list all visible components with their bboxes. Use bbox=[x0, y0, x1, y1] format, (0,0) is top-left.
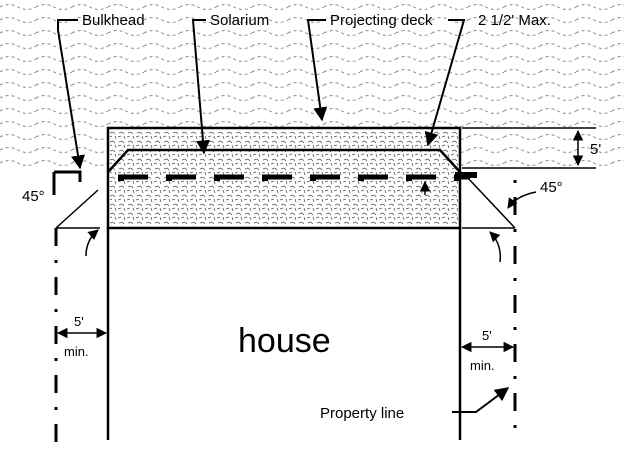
bulkhead-end-right bbox=[455, 172, 477, 178]
label-house: house bbox=[238, 322, 331, 360]
label-solarium: Solarium bbox=[210, 12, 269, 29]
bulkhead-leader bbox=[57, 19, 85, 170]
label-deck-depth: 5' bbox=[590, 141, 601, 158]
label-bulkhead: Bulkhead bbox=[82, 12, 145, 29]
label-angle-left: 45° bbox=[22, 188, 45, 205]
label-setback-right-unit: min. bbox=[470, 358, 495, 373]
angle-line-right bbox=[465, 175, 516, 229]
label-angle-right: 45° bbox=[540, 179, 563, 196]
bulkhead-notch-left bbox=[52, 170, 82, 195]
label-projecting-deck: Projecting deck bbox=[330, 12, 433, 29]
angle-line-left bbox=[55, 189, 99, 229]
max-height-leader bbox=[424, 19, 466, 147]
angle-arrow-right bbox=[507, 191, 537, 209]
angle-arrow-left bbox=[85, 229, 99, 257]
label-property-line: Property line bbox=[320, 405, 404, 422]
label-setback-left-value: 5' bbox=[74, 314, 84, 329]
label-max-height: 2 1/2' Max. bbox=[478, 12, 551, 29]
solarium-outline bbox=[107, 148, 461, 173]
label-setback-right-value: 5' bbox=[482, 328, 492, 343]
property-line-leader bbox=[452, 387, 510, 413]
deck-leader bbox=[306, 19, 328, 122]
label-setback-left-unit: min. bbox=[64, 344, 89, 359]
angle-arrow-right-lower bbox=[489, 231, 502, 263]
solarium-leader bbox=[191, 19, 210, 155]
